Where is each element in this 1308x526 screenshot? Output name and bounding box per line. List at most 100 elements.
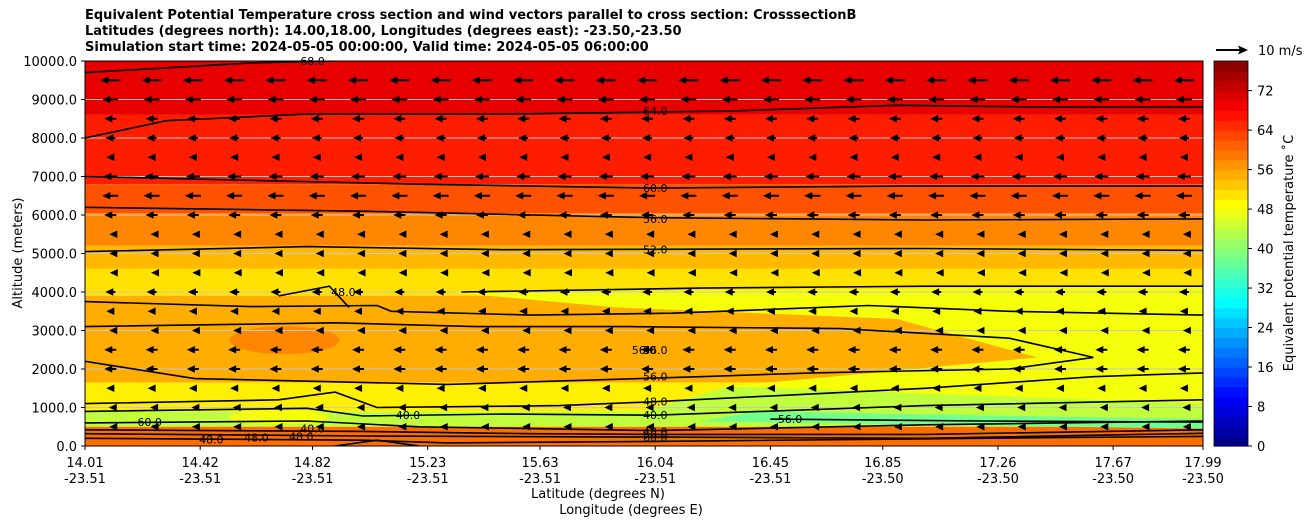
wind-vector (350, 191, 367, 200)
wind-vector (1056, 384, 1065, 393)
wind-vector-head (684, 384, 693, 393)
wind-vector-head (976, 249, 985, 258)
wind-vector (271, 153, 280, 162)
wind-vector (973, 153, 982, 162)
theta-e-band (85, 184, 1203, 214)
wind-vector (233, 230, 242, 239)
wind-vector-head (890, 153, 899, 162)
contour-label-text: 56.0 (643, 213, 668, 226)
wind-vector (398, 249, 407, 258)
wind-vector (147, 153, 156, 162)
contour-label: 56.0 (778, 413, 803, 426)
wind-vector-head (890, 384, 899, 393)
wind-vector-head (646, 230, 655, 239)
wind-vector (1182, 422, 1191, 431)
wind-vector-head (604, 249, 613, 258)
wind-vector (440, 268, 449, 277)
wind-vector-head (1095, 345, 1104, 354)
wind-vector-head (434, 365, 443, 373)
wind-vector (353, 134, 364, 142)
wind-vector-head (683, 288, 692, 296)
wind-vector-head (604, 422, 613, 431)
wind-vector-head (604, 403, 613, 412)
wind-vector-head (109, 268, 118, 277)
wind-vector (973, 307, 982, 316)
wind-vector (436, 153, 445, 162)
wind-vector (109, 268, 118, 277)
wind-vector (147, 384, 156, 393)
colorbar-segment (1214, 416, 1248, 427)
wind-vector (884, 76, 905, 85)
wind-vector (893, 326, 902, 335)
wind-vector (267, 191, 284, 200)
wind-vector-head (439, 326, 448, 335)
contour-label-text: 56.0 (632, 344, 657, 357)
x-tick-label-lon: -23.50 (1092, 472, 1134, 487)
wind-vector-head (308, 95, 317, 104)
wind-vector (684, 384, 693, 393)
wind-vector-head (646, 249, 655, 258)
contour-label-text: 40.0 (643, 409, 668, 422)
wind-vector-head (1132, 76, 1141, 85)
colorbar-tick-label: 32 (1257, 282, 1274, 297)
wind-vector-head (930, 365, 939, 373)
wind-vector (227, 172, 242, 181)
colorbar-tick-label: 72 (1257, 85, 1274, 100)
wind-vector (723, 365, 736, 373)
wind-vector (476, 288, 487, 296)
wind-vector (519, 384, 528, 393)
x-tick-label-lat: 16.85 (864, 456, 901, 471)
wind-vector-head (191, 230, 200, 239)
wind-vector (811, 268, 820, 277)
wind-vector-head (1136, 114, 1145, 123)
wind-vector (1013, 288, 1024, 296)
wind-vector-head (1175, 95, 1184, 104)
wind-vector-head (1136, 211, 1145, 219)
wind-vector (432, 95, 449, 104)
wind-vector (270, 134, 281, 142)
colorbar-segment (1214, 347, 1248, 358)
wind-vector (391, 95, 408, 104)
x-tick-label-lon: -23.50 (977, 472, 1019, 487)
contour-label: 48.0 (643, 425, 668, 438)
wind-vector-head (970, 172, 979, 181)
wind-vector-head (398, 230, 407, 239)
wind-vector (604, 422, 613, 431)
wind-vector-head (1136, 345, 1145, 354)
wind-vector-head (1179, 307, 1188, 316)
wind-vector-head (971, 365, 980, 373)
wind-vector (811, 422, 820, 431)
wind-vector (893, 249, 902, 258)
wind-vector-head (433, 172, 442, 181)
wind-vector (893, 230, 902, 239)
wind-vector-head (893, 249, 902, 258)
colorbar-tick-label: 0 (1257, 440, 1265, 455)
wind-vector-head (1054, 114, 1063, 123)
wind-vector-head (1017, 249, 1026, 258)
contour-label-text: 48.0 (331, 286, 356, 299)
wind-vector-head (475, 365, 484, 373)
wind-vector-head (1141, 403, 1150, 412)
contour-label: 40.0 (396, 409, 421, 422)
wind-vector-head (230, 153, 239, 162)
wind-vector (430, 76, 451, 85)
wind-vector-head (1134, 191, 1143, 200)
wind-vector (888, 365, 901, 373)
contour-label-text: 40.0 (396, 409, 421, 422)
y-tick-label: 7000.0 (32, 171, 78, 186)
wind-vector (724, 134, 735, 142)
wind-vector-head (230, 384, 239, 393)
contour-line (85, 432, 1203, 440)
wind-vector-head (103, 172, 112, 181)
contour-line (85, 245, 1203, 253)
wind-vector-head (604, 230, 613, 239)
wind-vector-head (229, 134, 238, 142)
wind-vector-head (560, 307, 569, 316)
wind-vector-head (930, 211, 939, 219)
wind-vector (1097, 384, 1106, 393)
wind-vector-head (1176, 172, 1185, 181)
theta-e-band (447, 286, 1203, 404)
wind-vector (935, 326, 944, 335)
contour-label-text: 52.0 (643, 244, 668, 257)
y-axis-label: Altitude (meters) (11, 198, 26, 309)
